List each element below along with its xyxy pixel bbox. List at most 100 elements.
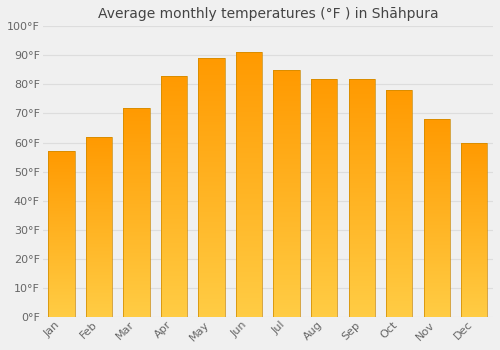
Bar [198, 270, 224, 272]
Bar [386, 155, 412, 156]
Bar [198, 67, 224, 69]
Bar [348, 231, 375, 232]
Bar [198, 290, 224, 291]
Bar [48, 273, 74, 274]
Bar [461, 288, 487, 289]
Bar [424, 222, 450, 223]
Bar [424, 295, 450, 296]
Bar [348, 190, 375, 192]
Bar [274, 123, 299, 124]
Bar [198, 221, 224, 223]
Bar [86, 156, 112, 158]
Bar [161, 160, 187, 161]
Bar [424, 243, 450, 244]
Bar [274, 281, 299, 282]
Bar [386, 180, 412, 181]
Bar [311, 232, 338, 233]
Bar [86, 242, 112, 243]
Bar [386, 209, 412, 210]
Bar [48, 189, 74, 190]
Bar [311, 229, 338, 230]
Bar [236, 274, 262, 276]
Bar [424, 307, 450, 308]
Bar [161, 234, 187, 235]
Bar [386, 286, 412, 287]
Bar [386, 146, 412, 147]
Bar [274, 128, 299, 129]
Bar [236, 284, 262, 285]
Bar [86, 203, 112, 204]
Bar [311, 288, 338, 289]
Bar [274, 98, 299, 99]
Bar [424, 249, 450, 250]
Bar [386, 141, 412, 142]
Bar [386, 193, 412, 195]
Bar [424, 191, 450, 193]
Bar [161, 136, 187, 137]
Bar [424, 193, 450, 194]
Bar [311, 194, 338, 195]
Bar [236, 111, 262, 112]
Bar [198, 149, 224, 150]
Bar [274, 213, 299, 214]
Bar [386, 214, 412, 215]
Bar [124, 156, 150, 157]
Bar [348, 126, 375, 127]
Bar [86, 224, 112, 225]
Bar [48, 208, 74, 209]
Bar [386, 238, 412, 239]
Bar [198, 305, 224, 307]
Bar [424, 178, 450, 180]
Bar [311, 177, 338, 178]
Bar [424, 259, 450, 260]
Bar [424, 122, 450, 123]
Bar [386, 181, 412, 182]
Bar [348, 186, 375, 187]
Bar [274, 112, 299, 113]
Bar [311, 286, 338, 287]
Bar [274, 267, 299, 269]
Bar [86, 312, 112, 313]
Bar [86, 172, 112, 173]
Bar [311, 200, 338, 201]
Bar [124, 157, 150, 158]
Bar [424, 163, 450, 164]
Bar [86, 218, 112, 219]
Bar [461, 162, 487, 163]
Bar [424, 152, 450, 153]
Bar [124, 315, 150, 316]
Bar [124, 304, 150, 305]
Bar [124, 238, 150, 239]
Bar [86, 188, 112, 189]
Bar [48, 206, 74, 207]
Bar [161, 88, 187, 89]
Bar [311, 308, 338, 310]
Bar [461, 268, 487, 269]
Bar [311, 116, 338, 117]
Bar [161, 102, 187, 103]
Bar [86, 197, 112, 198]
Bar [161, 284, 187, 286]
Bar [161, 124, 187, 125]
Bar [236, 244, 262, 245]
Bar [461, 261, 487, 262]
Bar [48, 291, 74, 292]
Bar [424, 234, 450, 235]
Bar [161, 236, 187, 237]
Bar [161, 89, 187, 90]
Bar [124, 204, 150, 205]
Bar [198, 260, 224, 261]
Bar [348, 192, 375, 193]
Bar [124, 216, 150, 217]
Bar [348, 95, 375, 97]
Bar [348, 292, 375, 293]
Bar [236, 310, 262, 312]
Bar [274, 266, 299, 267]
Bar [236, 223, 262, 224]
Bar [348, 172, 375, 173]
Bar [461, 245, 487, 246]
Bar [386, 148, 412, 149]
Bar [424, 315, 450, 316]
Bar [86, 302, 112, 303]
Bar [311, 149, 338, 150]
